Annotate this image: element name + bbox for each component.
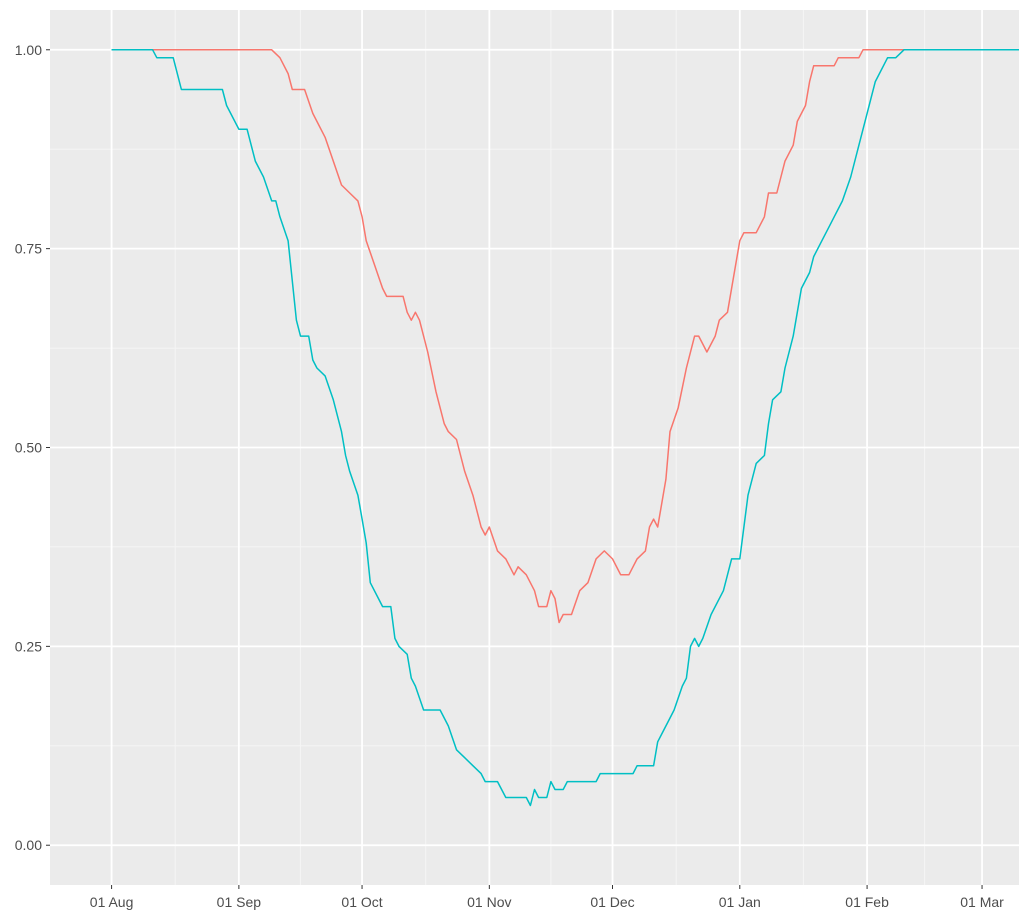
- series-line-2: [111, 49, 1019, 807]
- x-axis: 01 Aug 01 Sep 01 Oct 01 Nov 01 Dec 01 Jan 01 F…: [90, 885, 1004, 910]
- x-tick-label: 01 Nov: [467, 894, 511, 910]
- series-line-1: [111, 49, 917, 624]
- x-tick-label: 01 Dec: [590, 894, 634, 910]
- y-tick-label: 1.00: [15, 42, 42, 58]
- x-tick-label: 01 Mar: [960, 894, 1004, 910]
- x-tick-label: 01 Oct: [341, 894, 382, 910]
- y-tick-label: 0.00: [15, 837, 42, 853]
- y-tick-label: 0.75: [15, 241, 42, 257]
- y-tick-label: 0.50: [15, 440, 42, 456]
- x-tick-label: 01 Sep: [217, 894, 262, 910]
- y-tick-label: 0.25: [15, 638, 42, 654]
- x-tick-label: 01 Feb: [845, 894, 889, 910]
- x-tick-label: 01 Jan: [719, 894, 761, 910]
- y-axis: 0.00 0.25 0.50 0.75 1.00: [15, 42, 50, 853]
- x-tick-label: 01 Aug: [90, 894, 134, 910]
- series-layer: [111, 49, 1019, 807]
